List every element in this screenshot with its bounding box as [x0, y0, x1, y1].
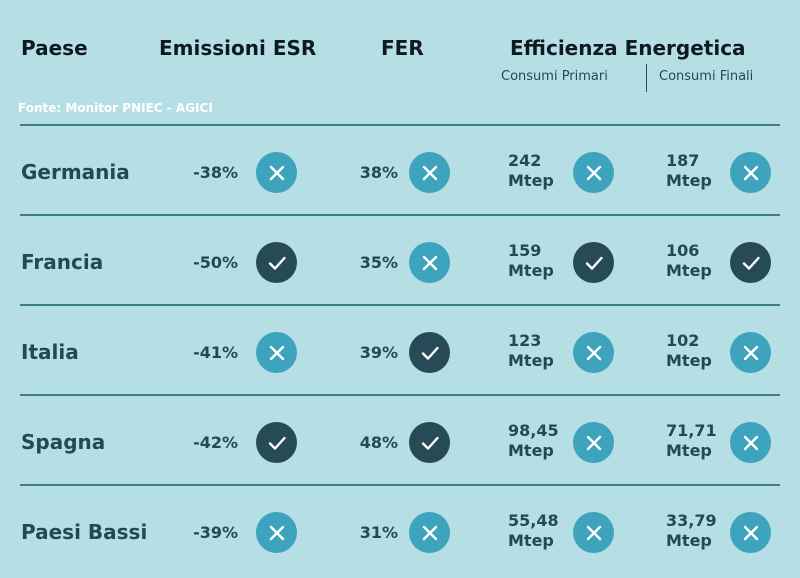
- final-cross-icon: [730, 332, 771, 373]
- final-unit: Mtep: [666, 441, 712, 460]
- primary-consumption: 123 Mtep: [508, 331, 554, 371]
- primary-unit: Mtep: [508, 171, 554, 190]
- primary-unit: Mtep: [508, 261, 554, 280]
- final-unit: Mtep: [666, 171, 712, 190]
- table-row: Italia -41% 39% 123 Mtep 102 Mtep: [0, 307, 800, 398]
- fer-value: 39%: [359, 343, 398, 362]
- header-fer: FER: [381, 36, 424, 60]
- country-name: Italia: [21, 340, 79, 364]
- final-cross-icon: [730, 422, 771, 463]
- final-value: 71,71: [666, 421, 717, 440]
- country-name: Francia: [21, 250, 104, 274]
- table-row: Spagna -42% 48% 98,45 Mtep 71,71 Mtep: [0, 397, 800, 488]
- row-divider: [20, 304, 780, 306]
- primary-value: 242: [508, 151, 542, 170]
- final-consumption: 33,79 Mtep: [666, 511, 717, 551]
- country-name: Paesi Bassi: [21, 520, 148, 544]
- esr-value: -42%: [193, 433, 238, 452]
- final-value: 106: [666, 241, 700, 260]
- esr-value: -39%: [193, 523, 238, 542]
- table-row: Francia -50% 35% 159 Mtep 106 Mtep: [0, 217, 800, 308]
- fer-cross-icon: [409, 512, 450, 553]
- esr-cross-icon: [256, 332, 297, 373]
- final-value: 102: [666, 331, 700, 350]
- primary-value: 159: [508, 241, 542, 260]
- primary-value: 123: [508, 331, 542, 350]
- fer-value: 38%: [359, 163, 398, 182]
- table-row: Paesi Bassi -39% 31% 55,48 Mtep 33,79 Mtep: [0, 487, 800, 578]
- final-unit: Mtep: [666, 261, 712, 280]
- row-divider: [20, 124, 780, 126]
- subheader-final: Consumi Finali: [659, 69, 754, 84]
- primary-cross-icon: [573, 422, 614, 463]
- final-consumption: 187 Mtep: [666, 151, 712, 191]
- esr-check-icon: [256, 242, 297, 283]
- primary-unit: Mtep: [508, 531, 554, 550]
- fer-cross-icon: [409, 152, 450, 193]
- fer-value: 48%: [359, 433, 398, 452]
- esr-value: -50%: [193, 253, 238, 272]
- primary-consumption: 159 Mtep: [508, 241, 554, 281]
- country-name: Germania: [21, 160, 130, 184]
- final-consumption: 106 Mtep: [666, 241, 712, 281]
- header-efficiency: Efficienza Energetica: [510, 36, 746, 60]
- fer-check-icon: [409, 332, 450, 373]
- primary-value: 55,48: [508, 511, 559, 530]
- primary-consumption: 55,48 Mtep: [508, 511, 559, 551]
- primary-cross-icon: [573, 152, 614, 193]
- final-cross-icon: [730, 152, 771, 193]
- primary-cross-icon: [573, 332, 614, 373]
- esr-cross-icon: [256, 152, 297, 193]
- primary-consumption: 242 Mtep: [508, 151, 554, 191]
- fer-value: 35%: [359, 253, 398, 272]
- subheader-divider: [646, 64, 647, 92]
- final-cross-icon: [730, 512, 771, 553]
- fer-value: 31%: [359, 523, 398, 542]
- final-value: 187: [666, 151, 700, 170]
- primary-value: 98,45: [508, 421, 559, 440]
- primary-check-icon: [573, 242, 614, 283]
- subheader-primary: Consumi Primari: [501, 69, 608, 84]
- final-consumption: 71,71 Mtep: [666, 421, 717, 461]
- row-divider: [20, 394, 780, 396]
- fer-cross-icon: [409, 242, 450, 283]
- final-unit: Mtep: [666, 531, 712, 550]
- primary-unit: Mtep: [508, 351, 554, 370]
- header-esr: Emissioni ESR: [159, 36, 317, 60]
- final-check-icon: [730, 242, 771, 283]
- esr-value: -41%: [193, 343, 238, 362]
- final-value: 33,79: [666, 511, 717, 530]
- esr-check-icon: [256, 422, 297, 463]
- primary-consumption: 98,45 Mtep: [508, 421, 559, 461]
- table-row: Germania -38% 38% 242 Mtep 187 Mtep: [0, 127, 800, 218]
- row-divider: [20, 484, 780, 486]
- source-note: Fonte: Monitor PNIEC - AGICI: [18, 101, 213, 115]
- row-divider: [20, 214, 780, 216]
- final-consumption: 102 Mtep: [666, 331, 712, 371]
- country-name: Spagna: [21, 430, 106, 454]
- esr-cross-icon: [256, 512, 297, 553]
- fer-check-icon: [409, 422, 450, 463]
- primary-unit: Mtep: [508, 441, 554, 460]
- primary-cross-icon: [573, 512, 614, 553]
- final-unit: Mtep: [666, 351, 712, 370]
- header-country: Paese: [21, 36, 88, 60]
- esr-value: -38%: [193, 163, 238, 182]
